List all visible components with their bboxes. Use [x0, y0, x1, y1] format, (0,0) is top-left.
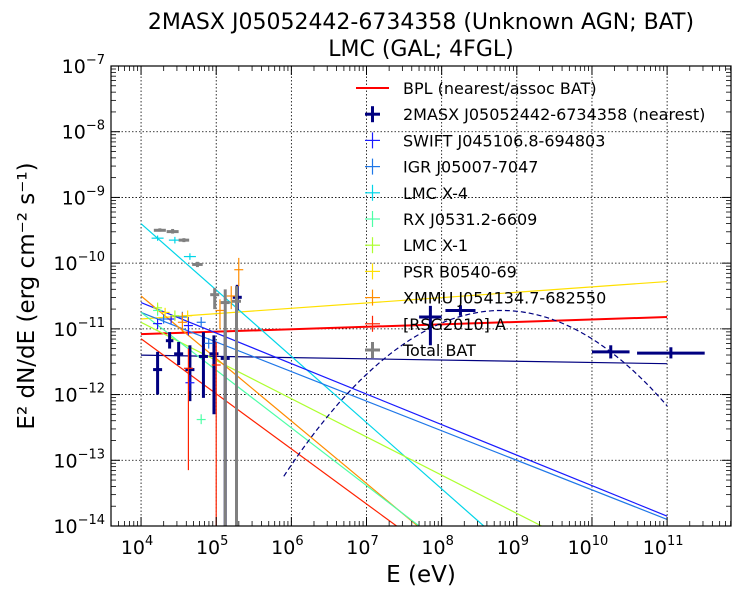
- data-point: [196, 317, 206, 328]
- data-point: [165, 332, 174, 349]
- data-points: [151, 228, 705, 526]
- model-line-swift-j045106-8-694803: [140, 302, 668, 517]
- data-point: [185, 374, 195, 392]
- data-point: [151, 235, 164, 241]
- y-tick-label: 10−12: [53, 382, 105, 407]
- x-tick-label: 109: [497, 534, 529, 559]
- legend-entry: [RSG2010] A: [365, 315, 506, 334]
- x-tick-label: 107: [346, 534, 378, 559]
- data-point: [177, 312, 187, 333]
- data-point: [419, 305, 442, 346]
- legend-label: IGR J05007-7047: [403, 158, 538, 177]
- y-tick-label: 10−7: [62, 53, 105, 78]
- x-tick-label: 106: [271, 534, 303, 559]
- legend-label: XMMU J054134.7-682550: [403, 289, 606, 308]
- legend-entry: IGR J05007-7047: [365, 158, 538, 177]
- data-point: [234, 257, 244, 287]
- data-point: [153, 302, 163, 313]
- x-tick-label: 1010: [568, 534, 609, 559]
- chart-title-line1: 2MASX J05052442-6734358 (Unknown AGN; BA…: [148, 10, 694, 35]
- data-point: [226, 286, 236, 310]
- legend-label: RX J0531.2-6609: [403, 210, 537, 229]
- legend-label: PSR B0540-69: [403, 262, 517, 281]
- x-tick-label: 104: [121, 534, 153, 559]
- model-line-xmmu-j054134-7-682550: [140, 295, 419, 526]
- legend-label: Total BAT: [402, 341, 476, 360]
- model-line-igr-j05007-7047: [140, 311, 668, 520]
- x-tick-label: 1011: [643, 534, 684, 559]
- legend-label: 2MASX J05052442-6734358 (nearest): [403, 105, 705, 124]
- axis-ticks: [110, 65, 732, 527]
- legend-entry: BPL (nearest/assoc BAT): [356, 79, 597, 98]
- x-axis-label: E (eV): [386, 562, 456, 588]
- legend-entry: 2MASX J05052442-6734358 (nearest): [365, 105, 705, 124]
- data-point: [196, 414, 206, 425]
- data-point: [210, 288, 220, 310]
- data-point: [159, 314, 169, 324]
- data-point: [174, 342, 184, 365]
- data-point: [153, 228, 166, 232]
- legend-label: [RSG2010] A: [403, 315, 506, 334]
- data-point: [178, 238, 190, 243]
- data-point: [170, 310, 180, 321]
- legend: BPL (nearest/assoc BAT) 2MASX J05052442-6…: [356, 79, 705, 360]
- plot-frame: [110, 65, 732, 527]
- legend-entry: XMMU J054134.7-682550: [365, 289, 606, 308]
- y-tick-label: 10−14: [53, 513, 105, 538]
- model-curve-logparabola: [283, 309, 668, 477]
- model-line-lmc-x-4: [140, 223, 485, 526]
- data-point: [198, 332, 208, 398]
- x-tick-label: 105: [196, 534, 228, 559]
- y-axis-label: E² dN/dE (erg cm⁻² s⁻¹): [14, 162, 40, 429]
- model-line-bpl-nearest-assoc-bat-: [141, 316, 668, 336]
- data-point: [183, 310, 193, 321]
- data-point: [209, 335, 219, 415]
- legend-entry: LMC X-4: [365, 184, 468, 203]
- x-tick-label: 108: [421, 534, 453, 559]
- data-point: [183, 317, 193, 336]
- legend-entry: PSR B0540-69: [365, 262, 517, 281]
- model-line--rsg2010-a: [140, 338, 397, 526]
- data-point: [231, 286, 242, 526]
- model-line-2masx-j05052442-6734358-nearest-: [141, 354, 668, 365]
- data-point: [192, 261, 203, 268]
- legend-entry: LMC X-1: [365, 236, 468, 255]
- legend-label: LMC X-4: [403, 184, 468, 203]
- y-tick-label: 10−9: [62, 184, 105, 209]
- legend-entry: Total BAT: [365, 341, 476, 360]
- y-tick-label: 10−10: [53, 250, 105, 275]
- legend-label: LMC X-1: [403, 236, 468, 255]
- data-point: [166, 228, 179, 234]
- legend-label: BPL (nearest/assoc BAT): [403, 79, 597, 98]
- y-tick-labels: 10−14 10−13 10−12 10−11 10−10 10−9 10−8 10−7: [53, 53, 105, 538]
- data-point: [591, 345, 630, 359]
- data-point: [153, 351, 163, 395]
- data-point: [211, 342, 221, 526]
- legend-label: SWIFT J045106.8-694803: [403, 131, 605, 150]
- model-line-rx-j0531-2-6609: [140, 311, 420, 526]
- data-point: [183, 253, 196, 260]
- data-point: [637, 347, 705, 359]
- y-tick-label: 10−13: [53, 447, 105, 472]
- legend-entry: RX J0531.2-6609: [365, 210, 537, 229]
- legend-entry: SWIFT J045106.8-694803: [365, 131, 605, 150]
- data-point: [183, 348, 193, 471]
- chart-title-line2: LMC (GAL; 4FGL): [328, 37, 513, 62]
- data-point: [185, 345, 195, 402]
- data-point: [160, 307, 170, 318]
- y-tick-label: 10−11: [53, 316, 105, 341]
- data-point: [220, 289, 230, 526]
- x-tick-labels: 104 105 106 107 108 109 1010 1011: [121, 534, 684, 559]
- data-point: [445, 305, 476, 316]
- y-tick-label: 10−8: [62, 119, 105, 144]
- data-point: [204, 338, 214, 349]
- data-point: [215, 299, 225, 329]
- model-line-psr-b0540-69: [141, 280, 668, 320]
- data-point: [153, 319, 163, 329]
